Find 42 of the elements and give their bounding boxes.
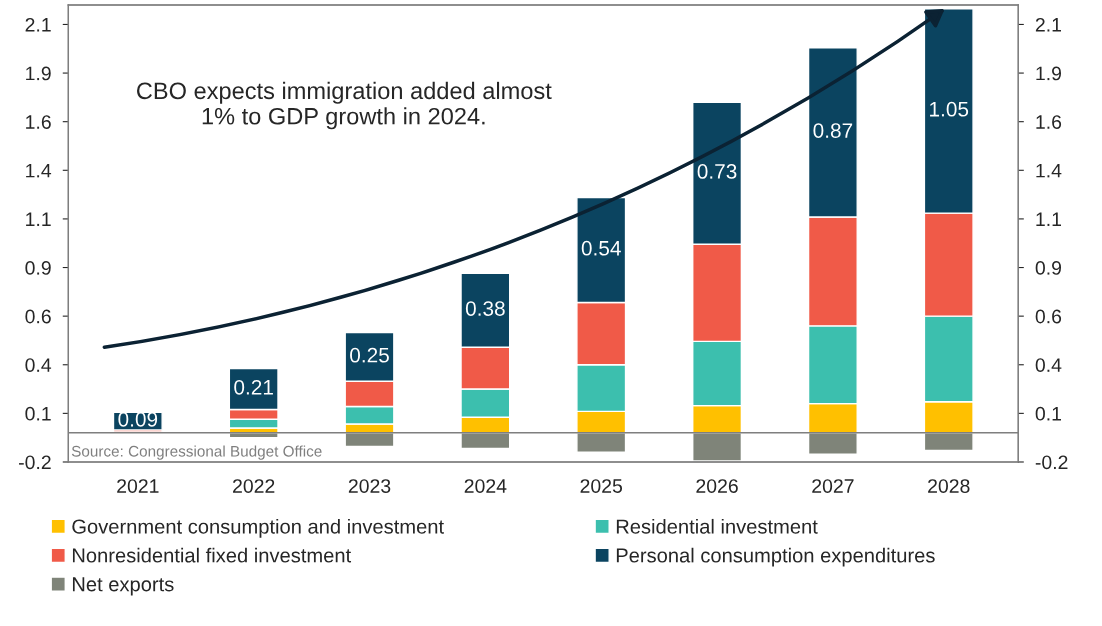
legend-label: Personal consumption expenditures [616,547,935,567]
y2-tick-label: 1.6 [1036,115,1062,129]
annotation: CBO expects immigration added almost 1% to GDP growth in 2024. [137,81,552,130]
legend-label: Net exports [72,577,174,596]
y2-tick-label: 1.9 [1036,66,1062,81]
x-tick-label: 2021 [117,479,159,493]
y2-tick-label: 1.4 [1036,163,1062,178]
data-label: 0.21 [234,379,273,395]
legend-label: Nonresidential fixed investment [72,547,352,563]
data-label: 0.73 [697,164,737,179]
data-label: 0.54 [581,240,621,256]
x-tick-label: 2028 [928,479,970,493]
legend-label: Residential investment [616,518,818,534]
y-tick-label: 0.4 [25,358,52,372]
x-tick-label: 2023 [348,479,391,493]
annotation: Source: Congressional Budget Office [71,445,322,460]
y2-tick-label: 1.1 [1036,212,1061,226]
data-label: 0.38 [465,301,505,316]
y2-tick-label: -0.2 [1035,455,1068,470]
y-tick-label: 0.9 [25,261,51,275]
x-tick-label: 2022 [233,479,275,493]
y-tick-label: -0.2 [19,455,51,470]
y-tick-label: 1.9 [26,66,51,81]
x-tick-label: 2025 [580,479,623,493]
x-tick-label: 2024 [464,479,507,493]
y2-tick-label: 0.1 [1035,406,1061,421]
y2-tick-label: 0.6 [1035,309,1062,324]
y2-tick-label: 2.1 [1035,17,1061,32]
y2-tick-label: 0.4 [1035,358,1062,372]
data-label: 0.25 [350,347,389,363]
data-label: 1.05 [930,101,969,117]
x-tick-label: 2026 [696,479,738,493]
y-tick-label: 0.1 [25,406,51,421]
y-tick-label: 2.1 [25,17,51,32]
y-tick-label: 1.1 [26,212,51,226]
y-tick-label: 1.4 [26,163,52,178]
y2-tick-label: 0.9 [1035,261,1062,275]
data-label: 0.87 [813,123,853,138]
x-tick-label: 2027 [812,479,854,493]
y-tick-label: 1.6 [26,115,51,129]
legend-label: Government consumption and investment [72,518,444,538]
y-tick-label: 0.6 [25,309,51,324]
